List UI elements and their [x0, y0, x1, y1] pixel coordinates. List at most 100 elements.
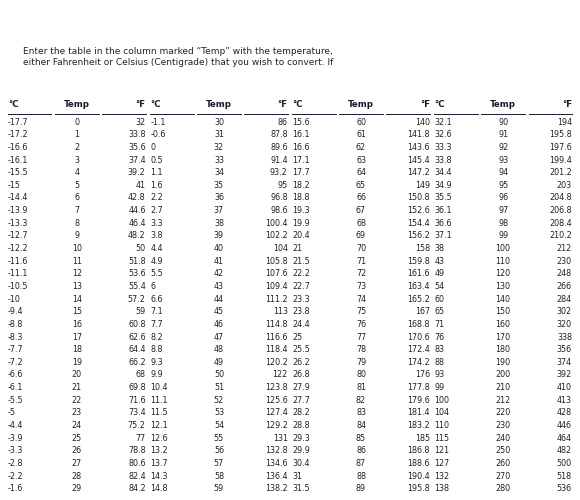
Text: 3.8: 3.8	[150, 232, 162, 240]
Text: 36.1: 36.1	[434, 206, 452, 215]
Text: 20: 20	[72, 370, 82, 380]
Text: 28.2: 28.2	[292, 408, 310, 418]
Text: 39.2: 39.2	[128, 168, 146, 177]
Text: 92: 92	[498, 143, 508, 152]
Text: 58: 58	[214, 472, 224, 480]
Text: 248: 248	[557, 270, 572, 278]
Text: 86: 86	[278, 118, 288, 126]
Text: 76: 76	[434, 332, 444, 342]
Text: 147.2: 147.2	[407, 168, 430, 177]
Text: 37.1: 37.1	[434, 232, 452, 240]
Text: 73.4: 73.4	[128, 408, 146, 418]
Text: 140: 140	[415, 118, 430, 126]
Text: -16.1: -16.1	[8, 156, 28, 164]
Text: 98: 98	[498, 218, 508, 228]
Text: 200: 200	[495, 370, 511, 380]
Text: 172.4: 172.4	[407, 345, 430, 354]
Text: 208.4: 208.4	[549, 218, 572, 228]
Text: 62.6: 62.6	[128, 332, 146, 342]
Text: 185: 185	[415, 434, 430, 442]
Text: 34.4: 34.4	[434, 168, 452, 177]
Text: 9.3: 9.3	[150, 358, 163, 367]
Text: 6.6: 6.6	[150, 294, 162, 304]
Text: 64.4: 64.4	[128, 345, 146, 354]
Text: 71: 71	[356, 256, 366, 266]
Text: 19: 19	[72, 358, 82, 367]
Text: 270: 270	[495, 472, 511, 480]
Text: 76: 76	[356, 320, 366, 329]
Text: -11.6: -11.6	[8, 256, 28, 266]
Text: 93: 93	[434, 370, 444, 380]
Text: -7.2: -7.2	[8, 358, 24, 367]
Text: 30.4: 30.4	[292, 459, 310, 468]
Text: 122: 122	[273, 370, 288, 380]
Text: 338: 338	[557, 332, 572, 342]
Text: 24.4: 24.4	[292, 320, 310, 329]
Text: 5: 5	[74, 181, 79, 190]
Text: -12.7: -12.7	[8, 232, 28, 240]
Text: 181.4: 181.4	[407, 408, 430, 418]
Text: 51: 51	[214, 383, 224, 392]
Text: 63: 63	[356, 156, 366, 164]
Text: 20.4: 20.4	[292, 232, 310, 240]
Text: -17.7: -17.7	[8, 118, 28, 126]
Text: 132.8: 132.8	[265, 446, 288, 456]
Text: 16.1: 16.1	[292, 130, 310, 140]
Text: 120: 120	[495, 270, 511, 278]
Text: 79: 79	[356, 358, 366, 367]
Text: 38: 38	[434, 244, 444, 253]
Text: 203: 203	[557, 181, 572, 190]
Text: -0.6: -0.6	[150, 130, 165, 140]
Text: 168.8: 168.8	[407, 320, 430, 329]
Text: 129.2: 129.2	[265, 421, 288, 430]
Text: °C: °C	[8, 100, 19, 109]
Text: 8: 8	[74, 218, 79, 228]
Text: 116.6: 116.6	[265, 332, 288, 342]
Text: 41: 41	[136, 181, 146, 190]
Text: 13.2: 13.2	[150, 446, 168, 456]
Text: 88: 88	[356, 472, 366, 480]
Text: 22.2: 22.2	[292, 270, 310, 278]
Text: 102.2: 102.2	[265, 232, 288, 240]
Text: 374: 374	[557, 358, 572, 367]
Text: 11: 11	[72, 256, 82, 266]
Text: 84: 84	[356, 421, 366, 430]
Text: 54: 54	[434, 282, 444, 291]
Text: 2: 2	[74, 143, 79, 152]
Text: 67: 67	[356, 206, 366, 215]
Text: 210: 210	[495, 383, 511, 392]
Text: °F: °F	[278, 100, 288, 109]
Text: 39: 39	[214, 232, 224, 240]
Text: 51.8: 51.8	[128, 256, 146, 266]
Text: 66.2: 66.2	[128, 358, 146, 367]
Text: -3.3: -3.3	[8, 446, 23, 456]
Text: 123.8: 123.8	[265, 383, 288, 392]
Text: 91.4: 91.4	[270, 156, 288, 164]
Text: 40: 40	[214, 244, 224, 253]
Text: 42.8: 42.8	[128, 194, 146, 202]
Text: 141.8: 141.8	[407, 130, 430, 140]
Text: 410: 410	[557, 383, 572, 392]
Text: 120.2: 120.2	[265, 358, 288, 367]
Text: 62: 62	[356, 143, 366, 152]
Text: 518: 518	[557, 472, 572, 480]
Text: 10.4: 10.4	[150, 383, 168, 392]
Text: 26: 26	[72, 446, 82, 456]
Text: 66: 66	[356, 194, 366, 202]
Text: 464: 464	[557, 434, 572, 442]
Text: 14.8: 14.8	[150, 484, 168, 493]
Text: 19.3: 19.3	[292, 206, 310, 215]
Text: -7.7: -7.7	[8, 345, 24, 354]
Text: 44: 44	[214, 294, 224, 304]
Text: 0: 0	[150, 143, 155, 152]
Text: 90: 90	[498, 118, 508, 126]
Text: -1.6: -1.6	[8, 484, 23, 493]
Text: 22.7: 22.7	[292, 282, 310, 291]
Text: 8.2: 8.2	[150, 332, 163, 342]
Text: 31: 31	[214, 130, 224, 140]
Text: 163.4: 163.4	[407, 282, 430, 291]
Text: 302: 302	[557, 307, 572, 316]
Text: 31.5: 31.5	[292, 484, 310, 493]
Text: 18.2: 18.2	[292, 181, 310, 190]
Text: -4.4: -4.4	[8, 421, 23, 430]
